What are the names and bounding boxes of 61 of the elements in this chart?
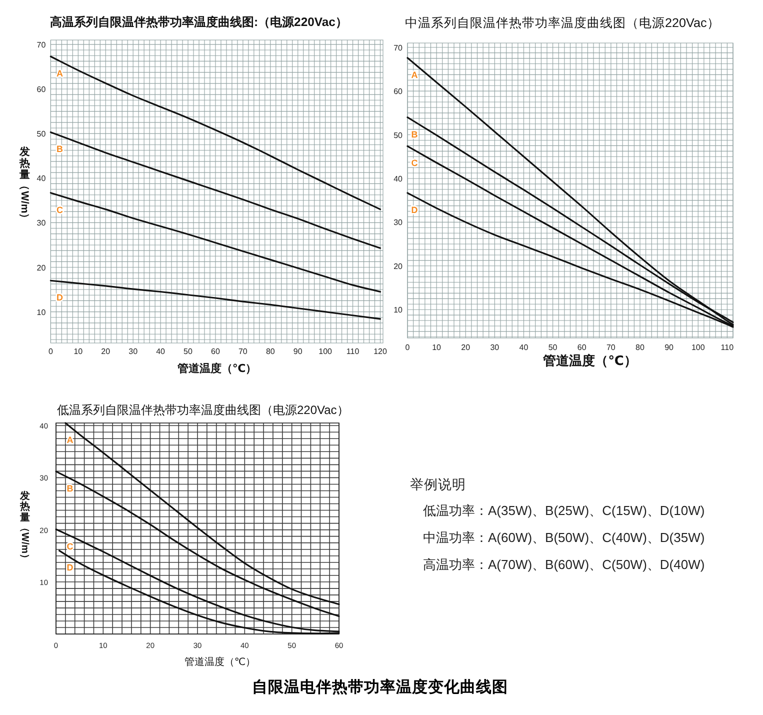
x-tick: 0: [48, 347, 53, 356]
xlabel: 管道温度（℃）: [543, 353, 637, 368]
x-tick: 60: [211, 347, 220, 356]
x-tick: 120: [374, 347, 387, 356]
card-title: 举例说明: [410, 477, 466, 492]
x-tick: 30: [490, 343, 500, 352]
y-tick: 30: [36, 218, 46, 228]
xlabel: 管道温度（℃）: [177, 363, 257, 375]
card-line: 高温功率：A(70W)、B(60W)、C(50W)、D(40W): [423, 557, 705, 572]
x-tick: 70: [606, 343, 616, 352]
series-name: C: [56, 204, 63, 215]
title: 高温系列自限温伴热带功率温度曲线图:（电源220Vac）: [50, 15, 348, 29]
y-tick: 60: [36, 84, 46, 94]
x-tick: 40: [519, 343, 528, 352]
series-name: C: [66, 541, 74, 552]
x-tick: 0: [405, 343, 410, 352]
series-name: B: [411, 129, 418, 140]
x-tick: 110: [346, 347, 360, 356]
x-tick: 10: [74, 347, 83, 356]
x-tick: 50: [548, 343, 558, 352]
x-tick: 80: [266, 347, 275, 356]
card-line: 低温功率：A(35W)、B(25W)、C(15W)、D(10W): [423, 503, 705, 518]
x-tick: 60: [577, 343, 586, 352]
caption: 自限温电伴热带功率温度变化曲线图: [252, 679, 508, 696]
xlabel: 管道温度（℃）: [184, 657, 256, 668]
series-name: A: [411, 70, 418, 80]
series-name: D: [411, 204, 418, 215]
title: 低温系列自限温伴热带功率温度曲线图（电源220Vac）: [57, 403, 349, 417]
y-tick: 40: [394, 174, 402, 183]
x-tick: 70: [238, 347, 248, 356]
y-tick: 10: [36, 307, 46, 316]
x-tick: 50: [184, 347, 192, 356]
x-tick: 20: [101, 347, 110, 356]
title: 中温系列自限温伴热带功率温度曲线图（电源220Vac）: [405, 16, 720, 30]
x-tick: 40: [156, 347, 165, 356]
series-name: C: [411, 158, 418, 168]
ylabel: 发热量（W/m）: [18, 490, 30, 564]
x-tick: 30: [128, 347, 138, 356]
y-tick: 50: [394, 130, 402, 140]
y-tick: 40: [36, 174, 46, 183]
x-tick: 110: [720, 343, 734, 352]
x-tick: 90: [293, 347, 302, 356]
ylabel: 发热量（W/m）: [18, 146, 31, 224]
x-tick: 20: [461, 343, 470, 352]
y-tick: 20: [394, 261, 402, 270]
x-tick: 100: [318, 347, 332, 356]
series-name: D: [56, 292, 63, 303]
x-tick: 10: [432, 343, 442, 352]
y-tick: 20: [36, 262, 46, 272]
card-line: 中温功率：A(60W)、B(50W)、C(40W)、D(35W): [423, 530, 705, 545]
y-tick: 70: [394, 42, 402, 52]
x-tick: 80: [636, 343, 644, 352]
x-tick: 100: [691, 343, 705, 352]
y-tick: 70: [36, 40, 46, 49]
series-name: A: [56, 68, 63, 78]
y-tick: 30: [394, 218, 402, 227]
y-tick: 50: [36, 129, 46, 138]
y-tick: 60: [394, 86, 402, 96]
x-tick: 90: [664, 343, 674, 352]
y-tick: 10: [394, 305, 402, 314]
series-name: B: [56, 144, 63, 154]
